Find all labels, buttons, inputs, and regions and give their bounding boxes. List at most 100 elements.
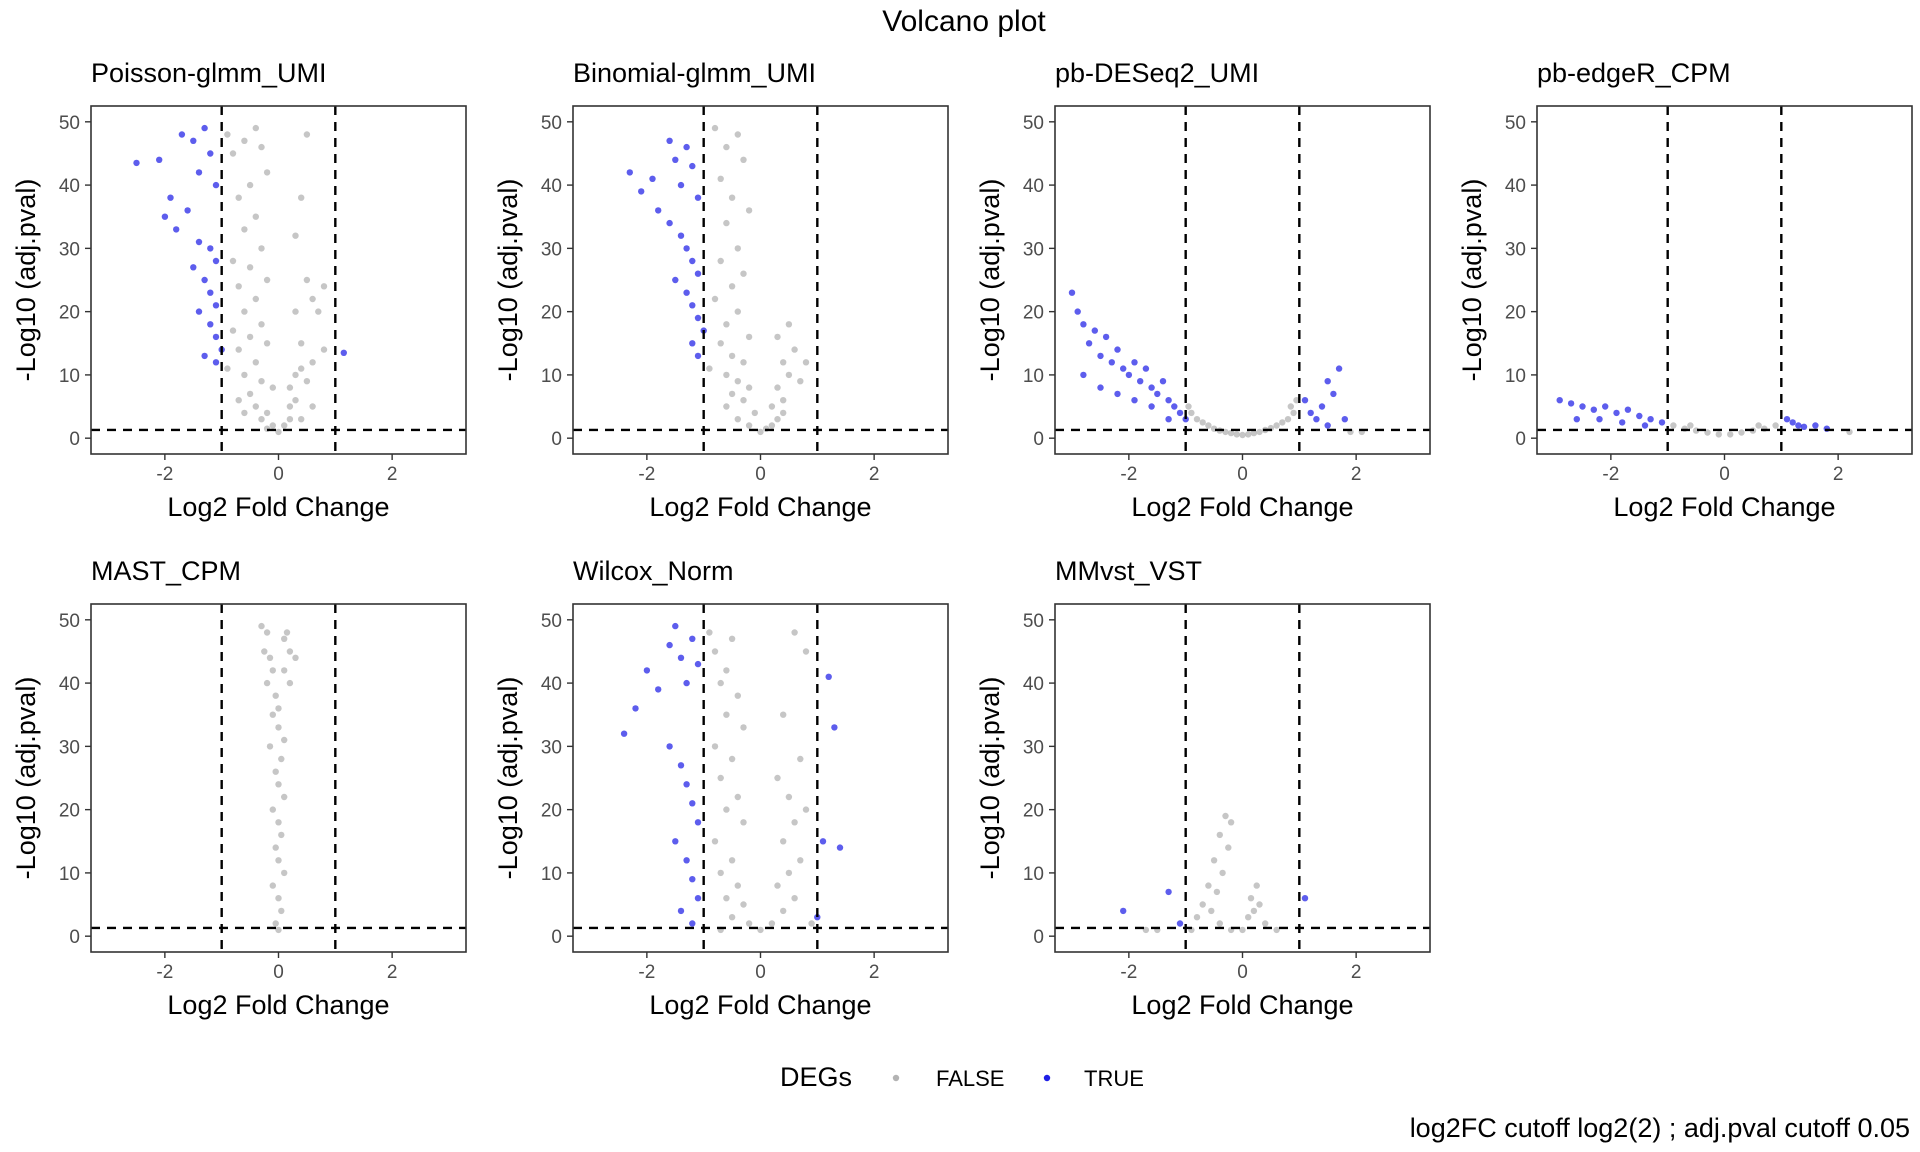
legend: DEGs FALSE TRUE [780,1062,1144,1092]
panel-title: MAST_CPM [91,556,241,586]
deg-false-point [780,359,787,366]
panel-border [1054,105,1431,455]
deg-true-point [831,724,838,731]
deg-true-point [133,159,140,167]
x-axis-label: Log2 Fold Change [1131,492,1353,522]
deg-false-point [263,276,271,284]
deg-false-point [241,226,248,233]
deg-true-point [1341,416,1349,423]
deg-true-point [1085,340,1093,347]
deg-true-point [201,124,208,132]
deg-false-point [1670,422,1677,429]
deg-false-point [269,806,276,813]
deg-false-point [241,371,248,379]
deg-true-point [1307,409,1314,417]
deg-false-point [278,907,285,915]
deg-true-point [694,819,702,826]
deg-false-point [269,667,276,674]
deg-false-point [802,359,810,366]
deg-true-point [1596,416,1603,423]
deg-false-point [275,428,282,436]
deg-false-point [734,131,741,138]
deg-true-point [683,245,690,252]
deg-false-point [258,416,265,423]
deg-true-point [190,137,197,144]
deg-false-point [723,143,730,151]
deg-true-point [212,181,220,189]
deg-true-point [1131,397,1138,404]
y-tick-label: 10 [59,864,80,885]
panel-border [1054,603,1431,953]
deg-false-point [780,711,787,718]
y-axis-label: -Log10 (adj.pval) [1457,179,1487,382]
y-tick-label: 50 [59,113,80,134]
deg-true-point [184,207,191,214]
deg-false-point [780,409,787,417]
y-tick-label: 10 [1023,366,1044,387]
deg-false-point [728,914,736,921]
y-tick-label: 40 [541,176,562,197]
deg-true-point [1148,403,1155,410]
panel-title: pb-DESeq2_UMI [1055,58,1259,88]
deg-false-point [320,346,328,353]
deg-true-point [655,686,662,693]
deg-true-point [190,264,197,271]
deg-false-point [235,397,242,404]
deg-true-point [1789,419,1796,426]
deg-false-point [303,276,311,284]
deg-false-point [1219,869,1226,877]
deg-false-point [292,397,299,404]
deg-false-point [774,333,781,341]
deg-false-point [768,920,776,927]
deg-false-point [286,403,294,410]
y-tick-label: 0 [69,927,80,948]
panel-points [620,622,844,934]
deg-true-point [1324,378,1331,385]
deg-true-point [825,673,832,680]
deg-false-point [272,768,279,775]
y-tick-label: 20 [1505,303,1526,324]
deg-true-point [1301,397,1309,404]
deg-true-point [173,226,180,233]
deg-true-point [1080,371,1087,379]
deg-true-point [819,838,827,845]
deg-false-point [263,679,271,687]
x-tick-label: 2 [387,962,398,983]
deg-false-point [780,907,787,915]
deg-false-point [723,321,730,328]
deg-false-point [740,270,747,277]
deg-true-point [632,705,639,712]
deg-false-point [1222,812,1229,820]
deg-false-point [309,295,316,303]
deg-true-point [1313,416,1320,423]
deg-false-point [229,150,237,157]
deg-true-point [689,800,696,807]
deg-true-point [1097,384,1104,391]
deg-false-point [802,806,810,813]
deg-true-point [666,219,673,227]
deg-true-point [1148,384,1155,391]
deg-true-point [167,194,174,201]
deg-false-point [1284,416,1292,423]
deg-true-point [1091,327,1099,334]
deg-false-point [740,819,747,826]
deg-false-point [717,175,724,182]
deg-false-point [298,194,305,201]
y-tick-label: 10 [59,366,80,387]
deg-false-point [728,194,736,201]
y-tick-label: 0 [1033,429,1044,450]
x-tick-label: 2 [387,464,398,485]
deg-false-point [791,895,798,902]
panel-title: Binomial-glmm_UMI [573,58,816,88]
deg-false-point [258,622,265,630]
deg-true-point [1125,371,1133,379]
deg-false-point [711,838,719,845]
deg-false-point [711,648,719,655]
y-axis-label: -Log10 (adj.pval) [11,677,41,880]
deg-true-point [1114,390,1121,398]
deg-false-point [246,390,254,398]
deg-false-point [1245,431,1252,438]
deg-true-point [836,844,844,851]
y-axis-label: -Log10 (adj.pval) [975,677,1005,880]
